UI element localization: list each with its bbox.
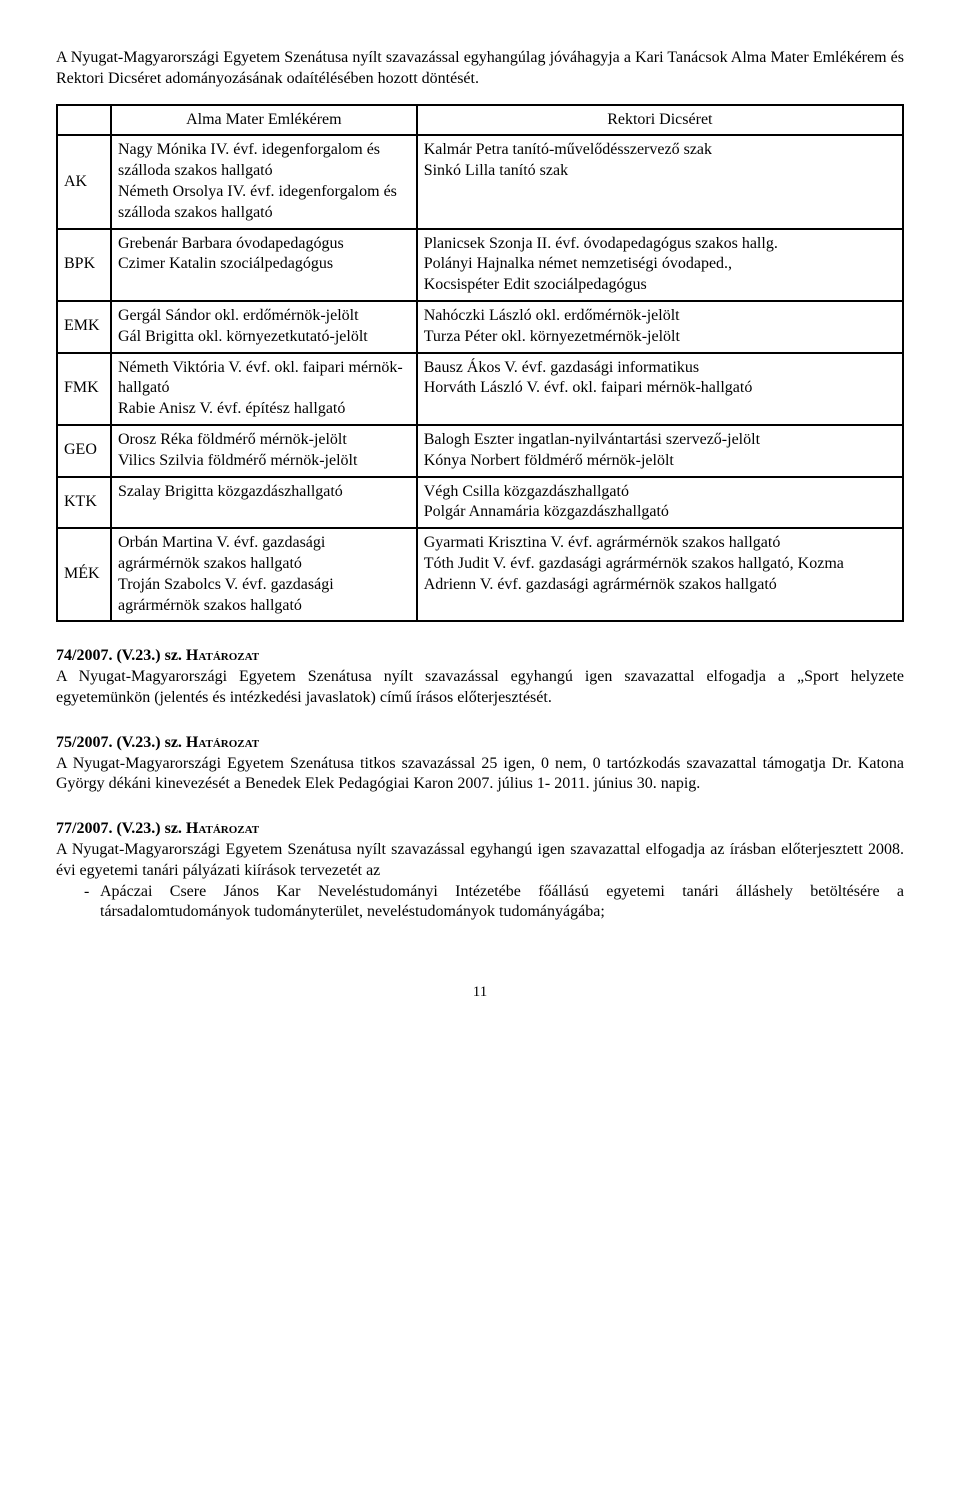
resolution-body: A Nyugat-Magyarországi Egyetem Szenátusa…: [56, 840, 904, 882]
row-left: Orbán Martina V. évf. gazdasági agrármér…: [111, 528, 417, 621]
row-code: GEO: [57, 425, 111, 477]
header-left: Alma Mater Emlékérem: [111, 105, 417, 136]
table-row: BPKGrebenár Barbara óvodapedagógus Czime…: [57, 229, 903, 301]
intro-paragraph: A Nyugat-Magyarországi Egyetem Szenátusa…: [56, 48, 904, 90]
page-number: 11: [56, 983, 904, 1003]
row-left: Orosz Réka földmérő mérnök-jelölt Vilics…: [111, 425, 417, 477]
row-right: Végh Csilla közgazdászhallgató Polgár An…: [417, 477, 903, 529]
row-code: FMK: [57, 353, 111, 425]
table-row: EMKGergál Sándor okl. erdőmérnök-jelölt …: [57, 301, 903, 353]
row-code: EMK: [57, 301, 111, 353]
list-item: Apáczai Csere János Kar Neveléstudományi…: [84, 882, 904, 924]
table-row: GEOOrosz Réka földmérő mérnök-jelölt Vil…: [57, 425, 903, 477]
table-row: AKNagy Mónika IV. évf. idegenforgalom és…: [57, 135, 903, 228]
resolution-heading: 74/2007. (V.23.) sz. Határozat: [56, 646, 904, 667]
row-left: Grebenár Barbara óvodapedagógus Czimer K…: [111, 229, 417, 301]
resolution-heading: 77/2007. (V.23.) sz. Határozat: [56, 819, 904, 840]
row-left: Németh Viktória V. évf. okl. faipari mér…: [111, 353, 417, 425]
table-row: FMKNémeth Viktória V. évf. okl. faipari …: [57, 353, 903, 425]
row-code: BPK: [57, 229, 111, 301]
row-right: Planicsek Szonja II. évf. óvodapedagógus…: [417, 229, 903, 301]
row-right: Balogh Eszter ingatlan-nyilvántartási sz…: [417, 425, 903, 477]
header-right: Rektori Dicséret: [417, 105, 903, 136]
resolution-heading: 75/2007. (V.23.) sz. Határozat: [56, 733, 904, 754]
row-left: Nagy Mónika IV. évf. idegenforgalom és s…: [111, 135, 417, 228]
row-right: Bausz Ákos V. évf. gazdasági informatiku…: [417, 353, 903, 425]
row-left: Gergál Sándor okl. erdőmérnök-jelölt Gál…: [111, 301, 417, 353]
row-code: MÉK: [57, 528, 111, 621]
table-corner: [57, 105, 111, 136]
row-right: Gyarmati Krisztina V. évf. agrármérnök s…: [417, 528, 903, 621]
resolution-body: A Nyugat-Magyarországi Egyetem Szenátusa…: [56, 667, 904, 709]
row-code: AK: [57, 135, 111, 228]
resolution-body: A Nyugat-Magyarországi Egyetem Szenátusa…: [56, 754, 904, 796]
table-row: MÉKOrbán Martina V. évf. gazdasági agrár…: [57, 528, 903, 621]
resolution-list: Apáczai Csere János Kar Neveléstudományi…: [56, 882, 904, 924]
row-right: Nahóczki László okl. erdőmérnök-jelölt T…: [417, 301, 903, 353]
row-code: KTK: [57, 477, 111, 529]
awards-table: Alma Mater Emlékérem Rektori Dicséret AK…: [56, 104, 904, 623]
row-left: Szalay Brigitta közgazdászhallgató: [111, 477, 417, 529]
table-row: KTKSzalay Brigitta közgazdászhallgatóVég…: [57, 477, 903, 529]
row-right: Kalmár Petra tanító-művelődésszervező sz…: [417, 135, 903, 228]
